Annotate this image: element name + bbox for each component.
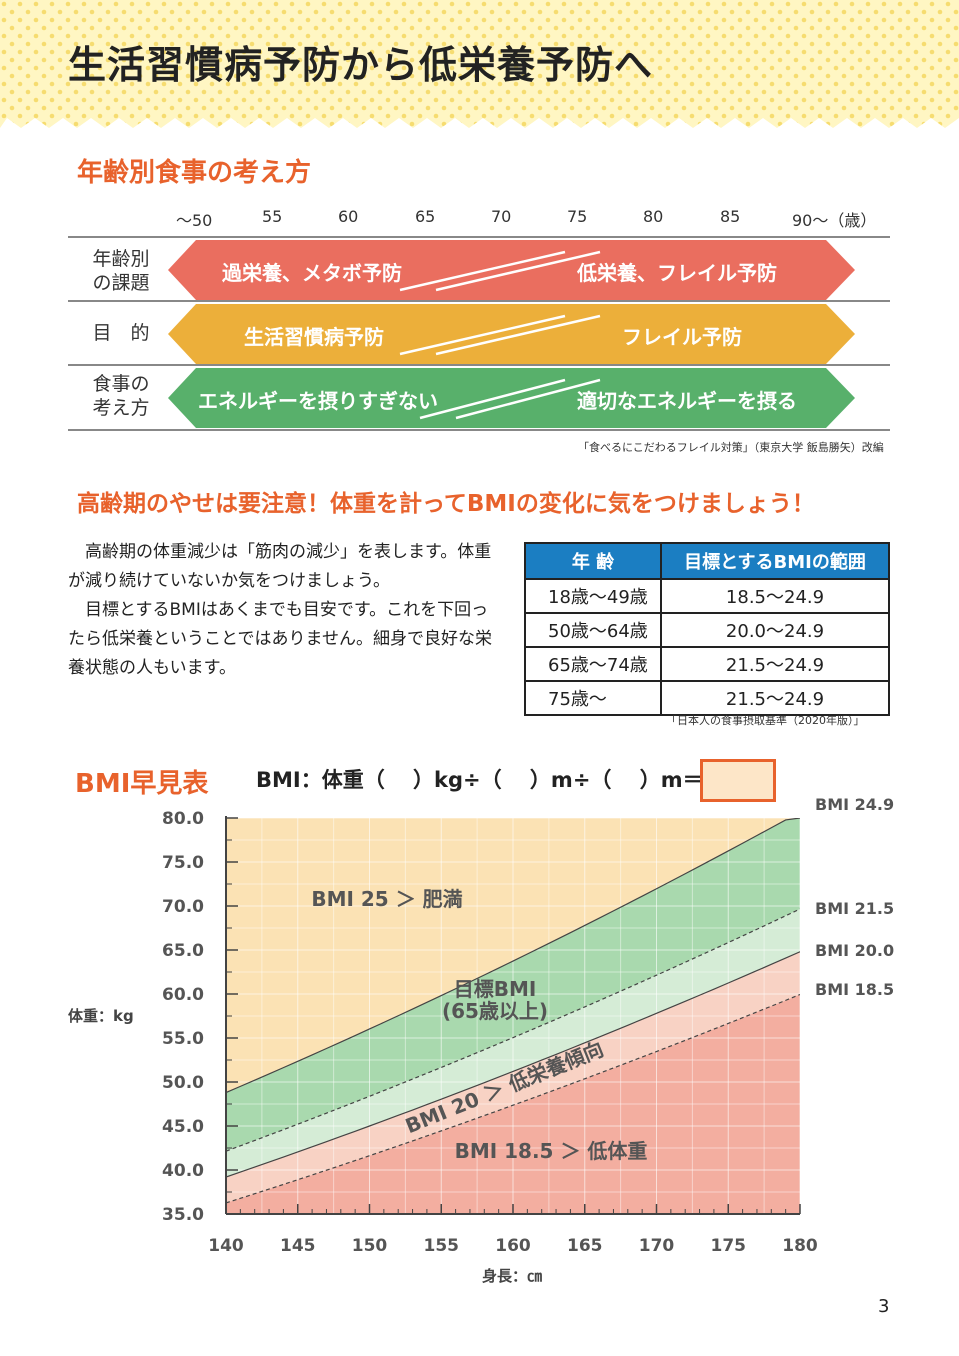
section-title-age-diet: 年齢別食事の考え方 bbox=[77, 158, 312, 188]
region-label-underweight: BMI 18.5 ＞ 低体重 bbox=[455, 1139, 648, 1163]
table-header-row: 年 齢 目標とするBMIの範囲 bbox=[524, 542, 890, 580]
region-label-obese: BMI 25 ＞ 肥満 bbox=[311, 887, 462, 911]
table-cell: 21.5～24.9 bbox=[660, 680, 890, 716]
body-text: 高齢期の体重減少は「筋肉の減少」を表します。体重が減り続けていないか気をつけまし… bbox=[68, 538, 498, 683]
x-tick-label: 160 bbox=[495, 1236, 531, 1256]
age-tick: 55 bbox=[262, 207, 283, 226]
section-title-bmi-chart: BMI早見表 bbox=[75, 769, 209, 799]
bmi-curve bbox=[226, 951, 800, 1178]
table-row: 75歳～ 21.5～24.9 bbox=[524, 680, 890, 716]
table-row: 65歳～74歳 21.5～24.9 bbox=[524, 646, 890, 682]
arrow-text-left: エネルギーを摂りすぎない bbox=[198, 389, 438, 413]
x-tick-label: 140 bbox=[208, 1236, 244, 1256]
arrow-text-left: 生活習慣病予防 bbox=[244, 325, 384, 349]
y-tick-label: 75.0 bbox=[162, 853, 204, 873]
bmi-curve bbox=[226, 908, 800, 1152]
row-label-issues: 年齢別 の課題 bbox=[68, 247, 174, 295]
table-header: 目標とするBMIの範囲 bbox=[660, 542, 890, 580]
table-cell: 65歳～74歳 bbox=[524, 646, 662, 682]
arrow-issues bbox=[168, 240, 855, 300]
row-label-line: の課題 bbox=[92, 272, 150, 294]
divider bbox=[68, 429, 890, 431]
age-tick: 75 bbox=[567, 207, 588, 226]
bmi-line-label: BMI 20.0 bbox=[815, 941, 895, 960]
table-cell: 20.0～24.9 bbox=[660, 612, 890, 648]
divider bbox=[68, 300, 890, 302]
table-cell: 18.5～24.9 bbox=[660, 578, 890, 614]
x-axis-title: 身長：㎝ bbox=[482, 1267, 542, 1285]
bmi-curve bbox=[226, 993, 800, 1204]
age-tick: 70 bbox=[491, 207, 512, 226]
age-tick: 80 bbox=[643, 207, 664, 226]
x-tick-label: 150 bbox=[352, 1236, 388, 1256]
arrow-text-left: 過栄養、メタボ予防 bbox=[222, 261, 402, 285]
y-tick-label: 65.0 bbox=[162, 941, 204, 961]
page-number: 3 bbox=[878, 1296, 890, 1317]
section-title-bmi-warning: 高齢期のやせは要注意！体重を計ってBMIの変化に気をつけましょう！ bbox=[77, 491, 815, 517]
bmi-line-label: BMI 18.5 bbox=[815, 980, 895, 999]
paragraph: 高齢期の体重減少は「筋肉の減少」を表します。体重が減り続けていないか気をつけまし… bbox=[68, 542, 492, 591]
bmi-target-table: 年 齢 目標とするBMIの範囲 18歳～49歳 18.5～24.9 50歳～64… bbox=[524, 542, 890, 716]
arrow-text-right: フレイル予防 bbox=[622, 325, 742, 349]
table-cell: 50歳～64歳 bbox=[524, 612, 662, 648]
y-tick-label: 40.0 bbox=[162, 1161, 204, 1181]
row-label-line: 食事の bbox=[92, 373, 150, 395]
source-note: 「日本人の食事摂取基準（2020年版）」 bbox=[666, 714, 865, 727]
age-tick: 90～（歳） bbox=[792, 211, 877, 230]
bmi-answer-box bbox=[700, 759, 776, 802]
age-tick: ～50 bbox=[176, 211, 213, 230]
row-label-line: 年齢別 bbox=[92, 248, 150, 270]
age-arrows bbox=[168, 240, 855, 428]
x-tick-label: 145 bbox=[280, 1236, 316, 1256]
page-title: 生活習慣病予防から低栄養予防へ bbox=[68, 43, 654, 87]
table-row: 50歳～64歳 20.0～24.9 bbox=[524, 612, 890, 648]
y-tick-label: 45.0 bbox=[162, 1117, 204, 1137]
y-tick-label: 60.0 bbox=[162, 985, 204, 1005]
age-tick: 85 bbox=[720, 207, 741, 226]
x-tick-label: 175 bbox=[711, 1236, 747, 1256]
table-header: 年 齢 bbox=[524, 542, 662, 580]
row-label-line: 目 的 bbox=[92, 322, 150, 344]
y-tick-label: 80.0 bbox=[162, 809, 204, 829]
arrow-diet bbox=[168, 368, 855, 428]
header-background bbox=[0, 0, 959, 128]
bmi-curve bbox=[226, 818, 800, 1094]
table-cell: 21.5～24.9 bbox=[660, 646, 890, 682]
table-cell: 18歳～49歳 bbox=[524, 578, 662, 614]
x-tick-label: 170 bbox=[639, 1236, 675, 1256]
x-tick-label: 155 bbox=[424, 1236, 460, 1256]
bmi-formula: BMI：体重（ ）kg÷（ ）m÷（ ）m＝ bbox=[256, 768, 704, 792]
age-tick: 65 bbox=[415, 207, 436, 226]
divider bbox=[68, 236, 890, 238]
arrow-text-right: 適切なエネルギーを摂る bbox=[577, 389, 797, 413]
row-label-diet: 食事の 考え方 bbox=[68, 372, 174, 420]
region-label-target-age: (65歳以上) bbox=[442, 999, 548, 1023]
row-label-line: 考え方 bbox=[92, 397, 150, 419]
row-label-purpose: 目 的 bbox=[68, 321, 174, 345]
paragraph: 目標とするBMIはあくまでも目安です。これを下回ったら低栄養ということではありま… bbox=[68, 600, 492, 678]
source-note: 「食べるにこだわるフレイル対策」（東京大学 飯島勝矢）改編 bbox=[578, 441, 884, 454]
region-label-target: 目標BMI bbox=[454, 977, 537, 1001]
y-tick-label: 70.0 bbox=[162, 897, 204, 917]
divider bbox=[68, 364, 890, 366]
y-tick-label: 55.0 bbox=[162, 1029, 204, 1049]
x-tick-label: 165 bbox=[567, 1236, 603, 1256]
table-row: 18歳～49歳 18.5～24.9 bbox=[524, 578, 890, 614]
bmi-line-label: BMI 21.5 bbox=[815, 899, 895, 918]
table-cell: 75歳～ bbox=[524, 680, 662, 716]
arrow-purpose bbox=[168, 304, 855, 364]
bmi-line-label: BMI 24.9 bbox=[815, 795, 895, 814]
y-tick-label: 50.0 bbox=[162, 1073, 204, 1093]
age-tick: 60 bbox=[338, 207, 359, 226]
y-axis-title: 体重：kg bbox=[68, 1007, 134, 1025]
page-header: 生活習慣病予防から低栄養予防へ bbox=[0, 0, 959, 128]
y-tick-label: 35.0 bbox=[162, 1205, 204, 1225]
arrow-text-right: 低栄養、フレイル予防 bbox=[577, 261, 777, 285]
x-tick-label: 180 bbox=[782, 1236, 818, 1256]
